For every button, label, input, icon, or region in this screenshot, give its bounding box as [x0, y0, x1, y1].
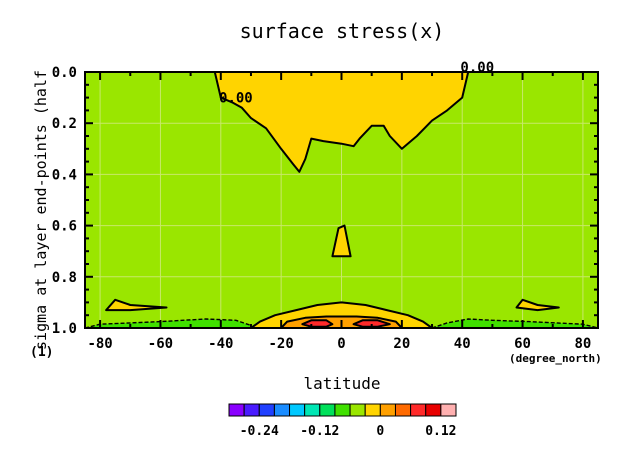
x-tick-label: 0: [337, 336, 345, 352]
x-tick-label: -60: [148, 336, 173, 352]
colorbar-swatch: [228, 403, 245, 417]
contour-label: 0.00: [460, 60, 494, 76]
colorbar-tick-label: 0: [376, 424, 384, 439]
colorbar-swatch: [394, 403, 412, 417]
y-axis-units: (1): [30, 345, 53, 360]
x-tick-label: 60: [514, 336, 531, 352]
x-axis-label: latitude: [303, 374, 380, 393]
x-tick-label: 40: [454, 336, 471, 352]
colorbar-tick-label: 0.12: [425, 424, 456, 439]
colorbar: -0.24 -0.12 0 0.12: [228, 403, 457, 439]
colorbar-swatch: [319, 403, 336, 417]
colorbar-swatch: [364, 403, 381, 417]
x-axis-units: (degree_north): [509, 352, 602, 365]
chart-title: surface stress(x): [240, 19, 445, 43]
plot-area: 0.00 0.00 -80 -60 -40 -20 0 20 40 60 80 0.0 0.2 0.4 0.…: [52, 60, 599, 352]
x-tick-label: -20: [268, 336, 293, 352]
x-tick-label: -80: [87, 336, 112, 352]
y-tick-label: 0.8: [52, 270, 77, 286]
contour-region: [515, 298, 560, 312]
y-tick-label: 0.0: [52, 65, 77, 81]
colorbar-swatch: [273, 403, 291, 417]
x-tick-label: 20: [393, 336, 410, 352]
colorbar-swatch: [243, 403, 260, 417]
colorbar-swatch: [289, 403, 306, 417]
colorbar-swatch: [304, 403, 321, 417]
colorbar-tick-label: -0.24: [240, 424, 279, 439]
y-tick-label: 0.4: [52, 167, 77, 183]
colorbar-swatch: [440, 403, 457, 417]
colorbar-swatch: [410, 403, 427, 417]
x-tick-label: 80: [574, 336, 591, 352]
y-tick-label: 1.0: [52, 321, 77, 337]
contour-region: [331, 224, 352, 258]
colorbar-swatch: [334, 403, 351, 417]
contour-region: [213, 71, 470, 173]
contour-region: [105, 298, 168, 312]
y-axis-label: sigma at layer end-points (half: [32, 70, 50, 350]
contour-region: [301, 319, 334, 328]
colorbar-swatch: [425, 403, 442, 417]
x-tick-label: -40: [208, 336, 233, 352]
y-tick-label: 0.2: [52, 116, 77, 132]
colorbar-tick-label: -0.12: [300, 424, 339, 439]
contour-label: 0.00: [219, 91, 253, 107]
contour-region: [352, 319, 391, 328]
y-tick-label: 0.6: [52, 219, 77, 235]
colorbar-swatch: [379, 403, 396, 417]
colorbar-swatch: [349, 403, 366, 417]
colorbar-swatch: [258, 403, 275, 417]
